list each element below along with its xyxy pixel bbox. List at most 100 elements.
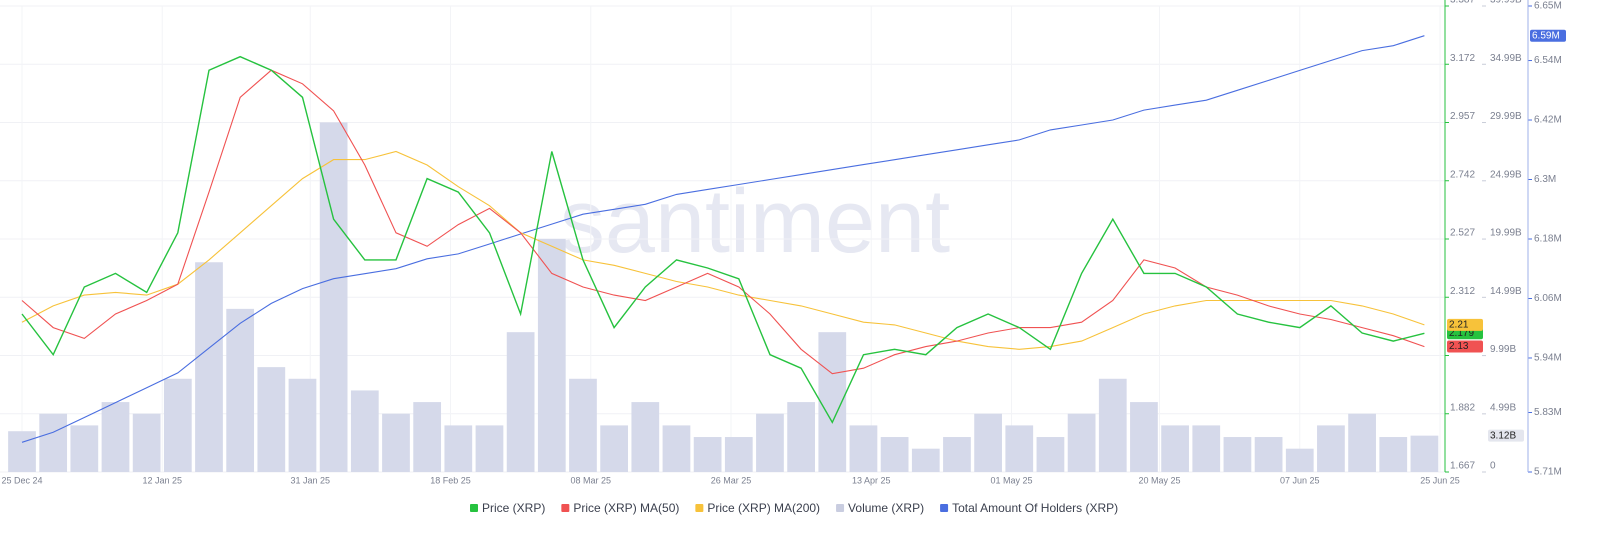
y2-tick-label: 39.99B: [1490, 0, 1522, 6]
volume-bar: [631, 402, 660, 472]
volume-bar: [506, 332, 535, 472]
volume-bar: [195, 262, 223, 472]
volume-bar: [1348, 413, 1376, 472]
volume-bar: [724, 437, 753, 472]
volume-bar: [39, 413, 68, 472]
volume-bar: [600, 425, 629, 472]
end-badge-label: 2.21: [1449, 320, 1469, 331]
end-badge: [1488, 429, 1524, 442]
volume-bar: [1317, 425, 1345, 472]
watermark: santiment: [560, 172, 950, 272]
volume-bar: [569, 378, 597, 472]
volume-bar: [350, 390, 379, 472]
volume-bar: [1098, 378, 1127, 472]
volume-bar: [943, 437, 971, 472]
volume-bar: [880, 437, 909, 472]
end-badge-label: 2.179: [1449, 328, 1474, 339]
end-badge: [1530, 29, 1566, 42]
x-tick-label: 31 Jan 25: [291, 475, 331, 485]
x-tick-label: 07 Jun 25: [1280, 475, 1320, 485]
x-tick-label: 08 Mar 25: [570, 475, 611, 485]
legend-swatch: [940, 504, 949, 512]
y-tick-label: 2.742: [1450, 169, 1475, 180]
series-line: [21, 150, 1425, 350]
volume-bar: [693, 437, 722, 472]
y3-tick-label: 6.3M: [1534, 174, 1556, 185]
end-badge: [1447, 340, 1483, 353]
x-tick-label: 25 Dec 24: [1, 475, 42, 485]
y2-tick-label: 0: [1490, 461, 1496, 472]
volume-bar: [413, 402, 442, 472]
volume-bar: [475, 425, 504, 472]
volume-bar: [226, 308, 255, 472]
volume-bar: [662, 425, 691, 472]
volume-bar: [1285, 448, 1314, 472]
y-tick-label: 2.527: [1450, 228, 1475, 239]
y3-tick-label: 5.83M: [1534, 407, 1562, 418]
y2-tick-label: 14.99B: [1490, 286, 1522, 297]
y3-tick-label: 5.71M: [1534, 467, 1562, 478]
legend-label: Price (XRP) MA(200): [707, 501, 820, 515]
x-tick-label: 01 May 25: [990, 475, 1032, 485]
legend-swatch: [561, 504, 570, 512]
x-tick-label: 20 May 25: [1139, 475, 1181, 485]
volume-bar: [787, 402, 815, 472]
volume-bar: [70, 425, 99, 472]
y3-tick-label: 6.06M: [1534, 293, 1562, 304]
volume-bar: [756, 413, 784, 472]
y2-tick-label: 4.99B: [1490, 402, 1516, 413]
volume-bar: [1161, 425, 1189, 472]
x-tick-label: 18 Feb 25: [430, 475, 471, 485]
volume-bar: [1223, 437, 1252, 472]
end-badge-label: 6.59M: [1532, 30, 1560, 41]
volume-bar: [8, 431, 36, 472]
x-tick-label: 25 Jun 25: [1420, 475, 1460, 485]
x-tick-label: 26 Mar 25: [711, 475, 752, 485]
y3-tick-label: 6.65M: [1534, 1, 1562, 12]
series-line: [21, 55, 1425, 424]
legend-label: Volume (XRP): [848, 501, 924, 515]
volume-bar: [319, 122, 348, 473]
y-tick-label: 1.667: [1450, 461, 1475, 472]
y3-tick-label: 6.54M: [1534, 55, 1562, 66]
y2-tick-label: 19.99B: [1490, 228, 1522, 239]
y2-tick-label: 9.99B: [1490, 344, 1516, 355]
x-tick-label: 12 Jan 25: [142, 475, 182, 485]
volume-bar: [974, 413, 1002, 472]
volume-bar: [1254, 437, 1283, 472]
volume-bar: [1379, 437, 1408, 472]
y2-tick-label: 29.99B: [1490, 111, 1522, 122]
y3-tick-label: 6.18M: [1534, 234, 1562, 245]
series-line: [21, 69, 1425, 375]
volume-bar: [849, 425, 878, 472]
legend-swatch: [836, 504, 845, 512]
volume-bar: [1192, 425, 1221, 472]
legend-label: Price (XRP) MA(50): [573, 501, 679, 515]
y-tick-label: 2.312: [1450, 286, 1475, 297]
legend-label: Price (XRP): [482, 501, 545, 515]
y-tick-label: 2.957: [1450, 111, 1475, 122]
volume-bar: [1130, 402, 1158, 472]
end-badge: [1447, 318, 1483, 331]
volume-bar: [101, 402, 130, 472]
y3-tick-label: 5.94M: [1534, 353, 1562, 364]
volume-bar: [1410, 435, 1439, 472]
volume-bar: [163, 378, 192, 472]
volume-bar: [1036, 437, 1065, 472]
y3-tick-label: 6.42M: [1534, 115, 1562, 126]
y-tick-label: 3.172: [1450, 53, 1475, 64]
legend-label: Total Amount Of Holders (XRP): [952, 501, 1118, 515]
legend-swatch: [470, 504, 478, 512]
y2-tick-label: 24.99B: [1490, 169, 1522, 180]
end-badge-label: 3.12B: [1490, 430, 1516, 441]
volume-bar: [911, 448, 940, 472]
x-tick-label: 13 Apr 25: [852, 475, 891, 485]
series-line: [21, 35, 1425, 443]
volume-bar: [257, 367, 286, 472]
volume-bar: [382, 413, 410, 472]
volume-bar: [1067, 413, 1096, 472]
y-tick-label: 3.387: [1450, 0, 1475, 6]
volume-bar: [444, 425, 473, 472]
end-badge-label: 2.13: [1449, 341, 1469, 352]
